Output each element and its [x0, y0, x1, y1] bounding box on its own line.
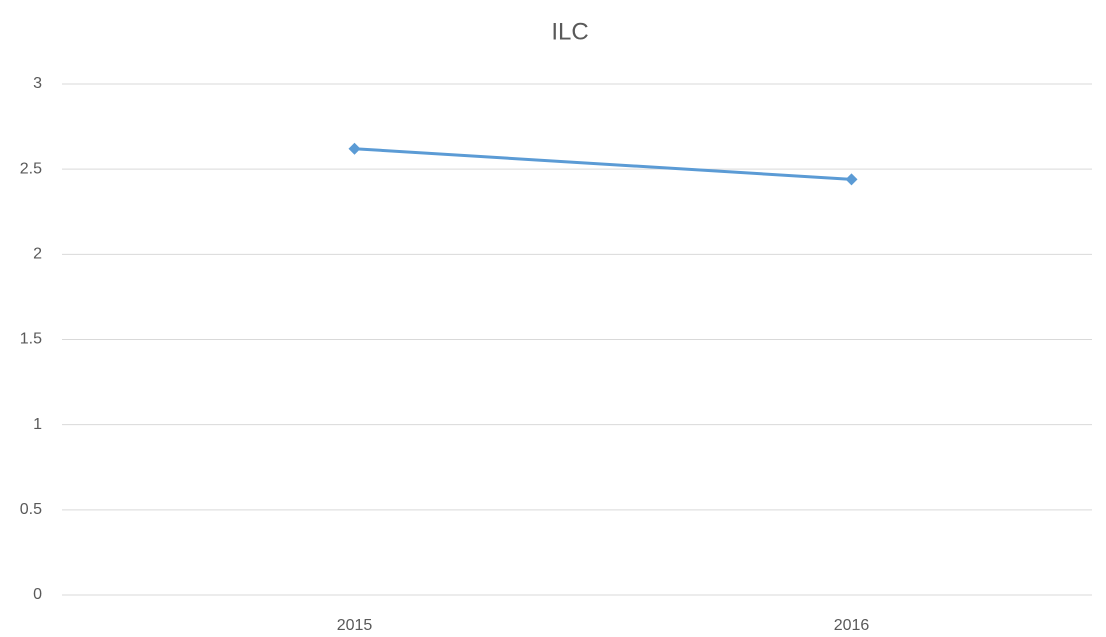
y-tick-label: 0: [33, 586, 42, 603]
y-tick-label: 0.5: [20, 501, 42, 518]
line: [353, 147, 853, 181]
y-tick-label: 2: [33, 246, 42, 263]
marker: [348, 142, 361, 155]
marker: [845, 173, 858, 186]
x-tick-label: 2015: [337, 617, 373, 634]
y-tick-label: 1.5: [20, 331, 42, 348]
y-tick-label: 3: [33, 75, 42, 92]
y-tick-label: 2.5: [20, 160, 42, 177]
x-tick-label: 2016: [834, 617, 870, 634]
chart-title: ILC: [551, 18, 588, 45]
y-tick-label: 1: [33, 416, 42, 433]
